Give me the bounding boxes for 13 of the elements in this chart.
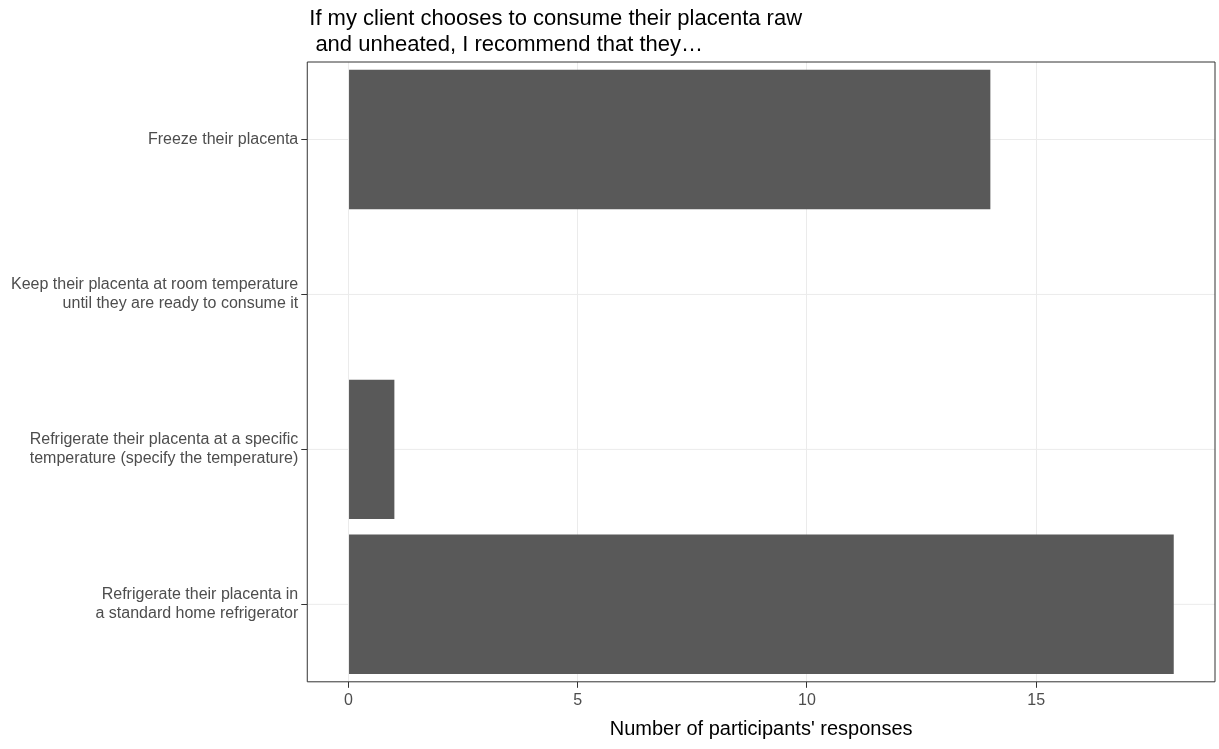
y-tick-label: Refrigerate their placenta at a specific temperature (specify the temperature) [29,430,299,467]
bar [349,379,395,520]
chart-title: If my client chooses to consume their placenta raw and unheated, I recommend that they… [309,5,803,57]
x-tick-label: 5 [573,690,583,708]
bar [349,69,991,210]
x-axis-title: Number of participants' responses [609,716,913,739]
x-tick-label: 15 [1027,690,1046,708]
y-tick-label: Freeze their placenta [147,129,299,147]
y-tick-label: Keep their placenta at room temperature until they are ready to consume it [10,275,299,312]
bar [349,534,1174,675]
x-tick-label: 0 [344,690,354,708]
x-tick-label: 10 [798,690,816,708]
y-tick-label: Refrigerate their placenta in a standard home refrigerator [95,585,299,622]
